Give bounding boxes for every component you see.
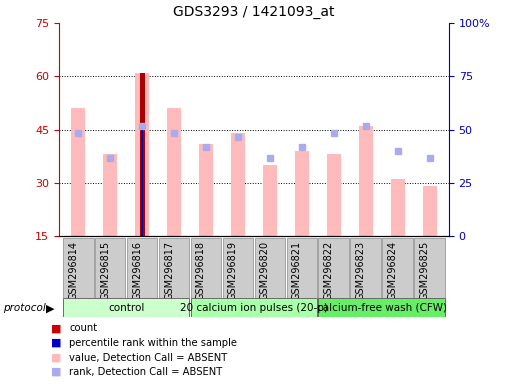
Text: ■: ■: [51, 353, 62, 362]
Bar: [350, 238, 381, 298]
Text: GSM296818: GSM296818: [196, 241, 206, 300]
Bar: [319, 298, 445, 317]
Text: ■: ■: [51, 367, 62, 377]
Bar: [254, 238, 285, 298]
Text: percentile rank within the sample: percentile rank within the sample: [69, 338, 237, 348]
Bar: [319, 238, 349, 298]
Bar: [135, 73, 149, 236]
Bar: [63, 298, 189, 317]
Text: value, Detection Call = ABSENT: value, Detection Call = ABSENT: [69, 353, 227, 362]
Bar: [191, 238, 221, 298]
Bar: [263, 165, 277, 236]
Bar: [71, 108, 85, 236]
Bar: [159, 238, 189, 298]
Bar: [415, 238, 445, 298]
Title: GDS3293 / 1421093_at: GDS3293 / 1421093_at: [173, 5, 334, 19]
Bar: [199, 144, 213, 236]
Text: GSM296817: GSM296817: [164, 241, 174, 300]
Text: control: control: [108, 303, 144, 313]
Bar: [103, 154, 117, 236]
Bar: [359, 126, 373, 236]
Text: rank, Detection Call = ABSENT: rank, Detection Call = ABSENT: [69, 367, 223, 377]
Text: count: count: [69, 323, 97, 333]
Bar: [231, 133, 245, 236]
Text: GSM296825: GSM296825: [420, 241, 430, 300]
Bar: [127, 238, 157, 298]
Bar: [141, 126, 143, 236]
Bar: [327, 154, 341, 236]
Bar: [223, 238, 253, 298]
Text: GSM296816: GSM296816: [132, 241, 142, 300]
Text: calcium-free wash (CFW): calcium-free wash (CFW): [317, 303, 447, 313]
Bar: [191, 298, 317, 317]
Text: GSM296821: GSM296821: [292, 241, 302, 300]
Bar: [95, 238, 126, 298]
Bar: [140, 73, 145, 236]
Text: GSM296823: GSM296823: [356, 241, 366, 300]
Bar: [287, 238, 317, 298]
Text: ■: ■: [51, 338, 62, 348]
Text: GSM296815: GSM296815: [100, 241, 110, 300]
Text: protocol: protocol: [3, 303, 45, 313]
Text: ■: ■: [51, 323, 62, 333]
Text: ▶: ▶: [46, 303, 55, 313]
Text: 20 calcium ion pulses (20-p): 20 calcium ion pulses (20-p): [180, 303, 328, 313]
Text: GSM296824: GSM296824: [388, 241, 398, 300]
Bar: [390, 179, 405, 236]
Bar: [423, 187, 437, 236]
Text: GSM296820: GSM296820: [260, 241, 270, 300]
Bar: [167, 108, 181, 236]
Bar: [382, 238, 413, 298]
Text: GSM296814: GSM296814: [68, 241, 78, 300]
Text: GSM296822: GSM296822: [324, 241, 334, 300]
Text: GSM296819: GSM296819: [228, 241, 238, 300]
Bar: [294, 151, 309, 236]
Bar: [63, 238, 93, 298]
